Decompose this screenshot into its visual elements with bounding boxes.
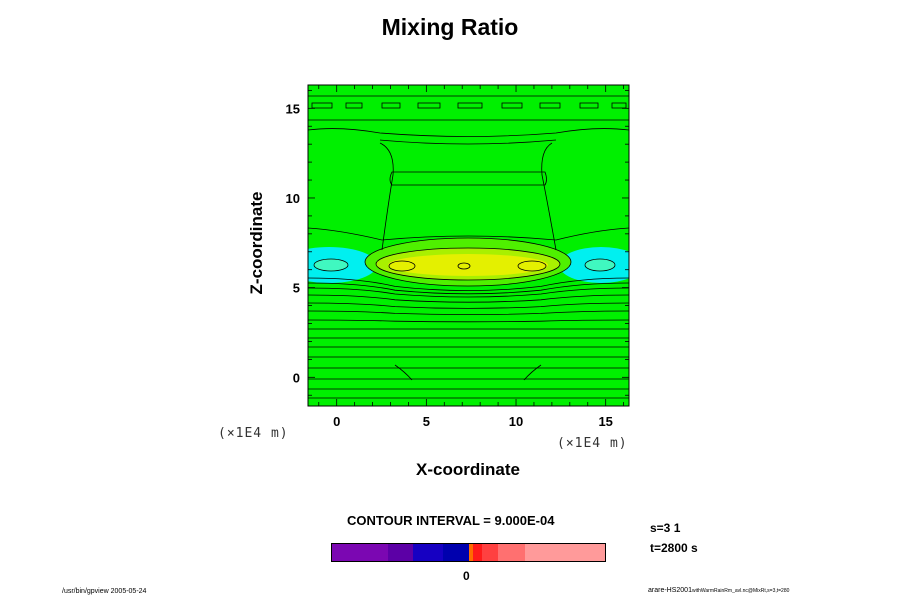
stats-t-label: t=2800 s bbox=[650, 541, 698, 555]
x-tick-label: 15 bbox=[598, 414, 612, 429]
layer-contour bbox=[308, 302, 629, 309]
layer-contour bbox=[308, 287, 629, 298]
colorbar-swatch bbox=[524, 544, 565, 561]
colorbar bbox=[331, 543, 606, 562]
footer-right-main: arare-HS2001 bbox=[648, 587, 692, 594]
footer-right-sub: withWarmRainRm_avl.nc@MixRt,s=3,t=280 bbox=[691, 588, 790, 594]
y-tick-label: 5 bbox=[293, 281, 300, 296]
column-contour bbox=[308, 227, 629, 241]
colorbar-zero-label: 0 bbox=[463, 569, 470, 583]
core-contour-right bbox=[517, 260, 547, 272]
contour-interval-label: CONTOUR INTERVAL = 9.000E-04 bbox=[347, 513, 555, 528]
footer-right-text: arare-HS2001withWarmRainRm_avl.nc@MixRt,… bbox=[648, 587, 789, 594]
core-contour-center bbox=[457, 262, 471, 270]
core-contour-left bbox=[388, 260, 416, 272]
top-dash-contours bbox=[311, 102, 627, 109]
y-tick-label: 10 bbox=[286, 191, 300, 206]
footer-left-text: /usr/bin/gpview 2005-05-24 bbox=[62, 588, 147, 595]
y-axis-unit: (×1E4 m) bbox=[218, 426, 289, 441]
y-axis-label: Z-coordinate bbox=[247, 191, 266, 295]
dash-contour bbox=[539, 102, 561, 109]
axis-ticks bbox=[308, 85, 629, 406]
y-tick-label: 15 bbox=[286, 101, 300, 116]
colorbar-swatch bbox=[387, 544, 414, 561]
layer-contours bbox=[308, 277, 629, 399]
layer-contour bbox=[523, 364, 542, 381]
dash-contour bbox=[381, 102, 401, 109]
dash-contour bbox=[611, 102, 627, 109]
x-tick-label: 0 bbox=[333, 414, 340, 429]
layer-contour bbox=[308, 282, 629, 295]
dash-contour bbox=[417, 102, 441, 109]
axis-tick-labels: 0 5 10 15 0 5 10 15 bbox=[286, 101, 613, 429]
dash-contour bbox=[311, 102, 333, 109]
colorbar-swatch bbox=[443, 544, 469, 561]
layer-contour bbox=[308, 294, 629, 303]
column-contour bbox=[308, 128, 629, 137]
dome-contour-mid bbox=[375, 247, 561, 281]
column-contour bbox=[379, 142, 394, 251]
column-contour bbox=[389, 171, 547, 186]
layer-contour bbox=[308, 277, 629, 291]
dash-contour bbox=[457, 102, 483, 109]
colorbar-swatch bbox=[359, 544, 388, 561]
column-contour bbox=[379, 139, 557, 145]
dash-contour bbox=[579, 102, 599, 109]
colorbar-swatch bbox=[472, 544, 482, 561]
x-axis-unit: (×1E4 m) bbox=[557, 436, 628, 451]
colorbar-swatch bbox=[481, 544, 498, 561]
colorbar-swatch bbox=[469, 544, 473, 561]
dome-core-region bbox=[388, 254, 548, 276]
colorbar-swatch bbox=[564, 544, 605, 561]
dash-contour bbox=[345, 102, 363, 109]
x-tick-label: 5 bbox=[423, 414, 430, 429]
plot-frame bbox=[307, 84, 630, 407]
cyan-core-left bbox=[313, 258, 349, 272]
x-axis-label: X-coordinate bbox=[416, 460, 520, 479]
colorbar-swatch bbox=[413, 544, 444, 561]
stats-s-label: s=3 1 bbox=[650, 521, 681, 535]
cyan-core-right bbox=[584, 258, 616, 272]
layer-contour bbox=[308, 310, 629, 315]
plot-area bbox=[308, 85, 629, 406]
dome-contour-outer bbox=[364, 237, 572, 287]
column-contour bbox=[541, 142, 557, 251]
colorbar-swatch bbox=[332, 544, 360, 561]
layer-contour bbox=[308, 319, 629, 323]
dash-contour bbox=[501, 102, 523, 109]
chart-title: Mixing Ratio bbox=[381, 14, 519, 40]
y-tick-label: 0 bbox=[293, 370, 300, 385]
x-tick-label: 10 bbox=[509, 414, 523, 429]
colorbar-swatch bbox=[497, 544, 525, 561]
layer-contour bbox=[394, 364, 413, 381]
